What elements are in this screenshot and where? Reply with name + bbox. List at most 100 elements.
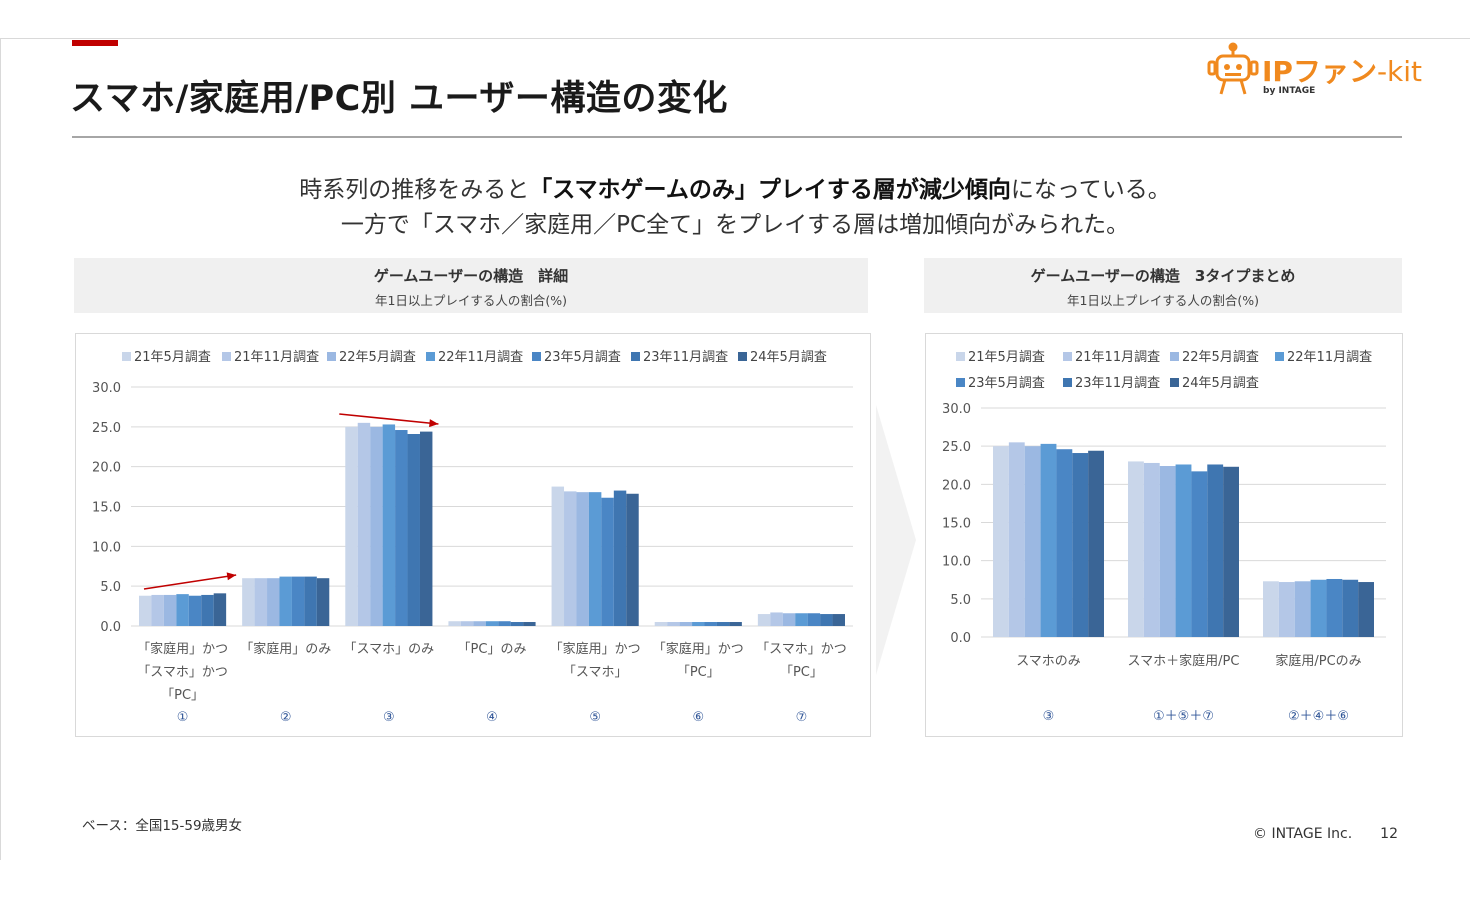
- y-tick-label: 5.0: [950, 593, 971, 608]
- bar: [1342, 579, 1359, 637]
- category-id-label: ②: [280, 710, 292, 725]
- x-tick-label: 「PC」: [780, 665, 823, 680]
- bar: [163, 594, 177, 626]
- decrease-trend-arrow: [339, 413, 439, 425]
- x-tick-label: 「スマホ」のみ: [344, 642, 435, 657]
- bar: [704, 622, 717, 626]
- summary-panel-subtitle: 年1日以上プレイする人の割合(%): [1066, 293, 1260, 308]
- bar: [213, 593, 227, 626]
- bar: [1175, 464, 1192, 637]
- bar: [1263, 581, 1279, 637]
- y-tick-label: 20.0: [942, 478, 971, 493]
- accent-bar: [72, 40, 118, 46]
- bar: [201, 594, 214, 626]
- bar: [485, 621, 499, 626]
- category-id-label: ⑦: [796, 710, 808, 725]
- bar: [576, 492, 589, 626]
- x-tick-label: スマホ＋家庭用/PC: [1128, 653, 1240, 669]
- y-tick-label: 30.0: [92, 381, 121, 396]
- legend-label: 21年5月調査: [134, 350, 211, 365]
- legend-swatch: [222, 352, 231, 361]
- bar: [1326, 578, 1343, 637]
- summary-panel-title: ゲームユーザーの構造 3タイプまとめ: [1030, 267, 1296, 285]
- bar: [498, 621, 511, 626]
- bar: [1128, 461, 1144, 637]
- legend-label: 23年5月調査: [968, 376, 1045, 391]
- top-divider: [0, 38, 1470, 39]
- category-id-label: ⑥: [692, 710, 704, 725]
- bar: [395, 430, 408, 626]
- page-title: スマホ/家庭用/PC別 ユーザー構造の変化: [70, 79, 728, 119]
- y-tick-label: 5.0: [100, 580, 121, 595]
- bar: [473, 621, 486, 626]
- base-note: ベース：全国15-59歳男女: [82, 818, 243, 834]
- bar: [807, 613, 821, 626]
- bar: [820, 614, 833, 626]
- bar: [1191, 471, 1208, 637]
- bar: [692, 622, 705, 626]
- legend-swatch: [426, 352, 435, 361]
- bar: [510, 622, 524, 626]
- bar: [1040, 443, 1057, 637]
- bar: [291, 576, 305, 626]
- detail-panel-subtitle: 年1日以上プレイする人の割合(%): [374, 293, 568, 308]
- bar: [564, 491, 577, 626]
- bar: [1008, 442, 1025, 637]
- summary-panel-header: ゲームユーザーの構造 3タイプまとめ 年1日以上プレイする人の割合(%): [924, 258, 1402, 313]
- legend-swatch: [1063, 378, 1072, 387]
- bar: [407, 434, 420, 626]
- x-tick-label: 「家庭用」のみ: [240, 641, 331, 657]
- legend-label: 21年11月調査: [234, 350, 319, 365]
- y-tick-label: 20.0: [92, 461, 121, 476]
- y-tick-label: 30.0: [942, 402, 971, 417]
- lead-line-2: 一方で「スマホ／家庭用／PC全て」をプレイする層は増加傾向がみられた。: [340, 212, 1130, 238]
- x-tick-label: 「PC」: [677, 665, 720, 680]
- bar: [151, 594, 164, 626]
- y-tick-label: 25.0: [92, 421, 121, 436]
- x-tick-label: 「スマホ」かつ: [137, 665, 228, 680]
- category-id-label: ③: [1043, 709, 1055, 724]
- bar: [242, 578, 255, 626]
- copyright: © INTAGE Inc.: [1253, 826, 1353, 842]
- logo-kit-text: -kit: [1376, 55, 1423, 88]
- bar: [1088, 450, 1104, 637]
- bar: [523, 622, 536, 626]
- bar: [345, 426, 358, 626]
- x-tick-label: スマホのみ: [1016, 654, 1081, 669]
- left-divider: [0, 38, 1, 860]
- legend-label: 24年5月調査: [750, 350, 827, 365]
- legend-label: 22年5月調査: [339, 350, 416, 365]
- bar: [613, 490, 627, 626]
- bar: [1278, 582, 1295, 637]
- category-id-label: ①: [177, 710, 189, 725]
- legend-label: 23年11月調査: [643, 350, 728, 365]
- page-number: 12: [1380, 826, 1398, 842]
- bar: [993, 446, 1009, 637]
- bar: [729, 622, 742, 626]
- bar: [551, 486, 565, 626]
- legend-swatch: [1063, 352, 1072, 361]
- bar: [1159, 466, 1176, 637]
- y-tick-label: 25.0: [942, 440, 971, 455]
- x-tick-label: 「スマホ」かつ: [756, 642, 847, 657]
- footer: © INTAGE Inc. 12: [1253, 826, 1398, 842]
- bar: [716, 622, 730, 626]
- bar: [601, 497, 614, 626]
- detail-chart: 0.0 5.0 10.0 15.0 20.0 25.0 30.0 21年5月調査 21年11月調…: [92, 350, 853, 725]
- category-id-label: ④: [486, 710, 498, 725]
- category-id-label: ②＋④＋⑥: [1288, 709, 1349, 724]
- title-divider: [72, 136, 1402, 138]
- lead-line-1: 時系列の推移をみると「スマホゲームのみ」プレイする層が減少傾向になっている。: [0, 170, 1470, 204]
- bar: [419, 431, 433, 626]
- legend-swatch: [738, 352, 747, 361]
- x-tick-label: 「家庭用」かつ: [653, 641, 744, 657]
- category-id-label: ③: [383, 710, 395, 725]
- bar: [1223, 466, 1239, 637]
- detail-panel-title: ゲームユーザーの構造 詳細: [373, 267, 569, 285]
- bar: [448, 621, 461, 626]
- bar: [1358, 582, 1374, 637]
- bar: [176, 594, 189, 626]
- bar: [679, 622, 693, 626]
- bar: [654, 622, 668, 626]
- bar: [1207, 464, 1224, 637]
